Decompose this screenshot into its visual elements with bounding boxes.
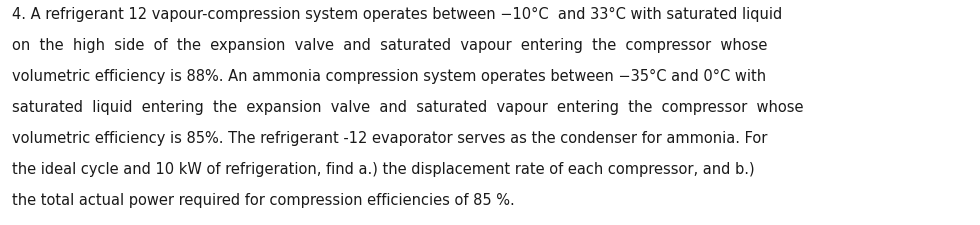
Text: volumetric efficiency is 88%. An ammonia compression system operates between −35: volumetric efficiency is 88%. An ammonia… <box>12 69 766 84</box>
Text: the ideal cycle and 10 kW of refrigeration, find a.) the displacement rate of ea: the ideal cycle and 10 kW of refrigerati… <box>12 162 755 177</box>
Text: volumetric efficiency is 85%. The refrigerant -12 evaporator serves as the conde: volumetric efficiency is 85%. The refrig… <box>12 131 767 146</box>
Text: 4. A refrigerant 12 vapour-compression system operates between −10°C  and 33°C w: 4. A refrigerant 12 vapour-compression s… <box>12 7 782 22</box>
Text: the total actual power required for compression efficiencies of 85 %.: the total actual power required for comp… <box>12 193 514 208</box>
Text: on  the  high  side  of  the  expansion  valve  and  saturated  vapour  entering: on the high side of the expansion valve … <box>12 38 767 53</box>
Text: saturated  liquid  entering  the  expansion  valve  and  saturated  vapour  ente: saturated liquid entering the expansion … <box>12 100 804 115</box>
